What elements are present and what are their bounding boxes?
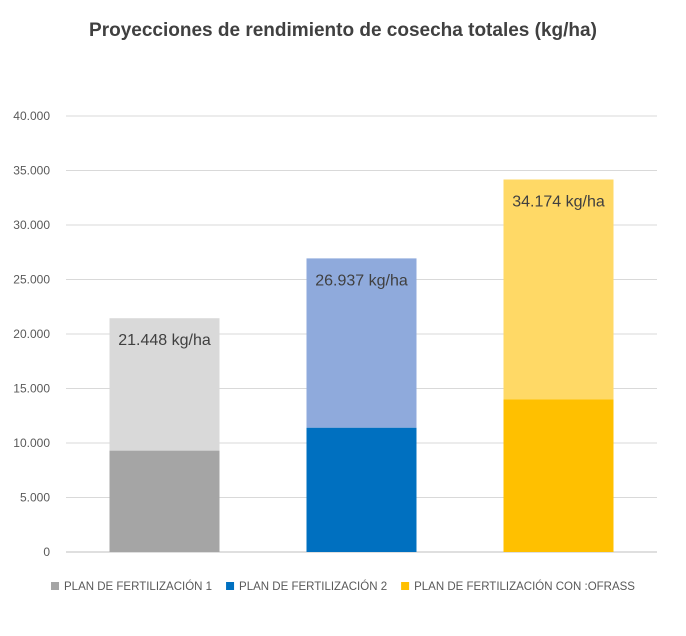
y-tick-label: 25.000 [13, 273, 50, 287]
bar-lower-segment [306, 427, 417, 552]
legend-swatch [401, 582, 410, 590]
bar-upper-segment [503, 179, 614, 400]
bar-lower-segment [109, 450, 220, 552]
bar-lower-segment [503, 399, 614, 552]
bar-upper-segment [306, 258, 417, 428]
legend-label: PLAN DE FERTILIZACIÓN CON :OFRASS [414, 580, 635, 593]
bars [109, 179, 614, 552]
bar-total-label: 26.937 kg/ha [315, 272, 408, 289]
y-axis-tick-labels: 0 5.000 10.000 15.000 20.000 25.000 30.000 35.0… [13, 109, 50, 559]
bar-total-label: 34.174 kg/ha [512, 194, 605, 211]
chart-title: Proyecciones de rendimiento de cosecha t… [89, 20, 597, 41]
y-tick-label: 10.000 [13, 436, 50, 450]
bar-total-label: 21.448 kg/ha [118, 332, 211, 349]
legend: PLAN DE FERTILIZACIÓN 1 PLAN DE FERTILIZA… [51, 580, 635, 593]
legend-label: PLAN DE FERTILIZACIÓN 2 [239, 580, 387, 593]
y-tick-label: 15.000 [13, 382, 50, 396]
data-labels: 21.448 kg/ha 26.937 kg/ha 34.174 kg/ha [118, 194, 605, 350]
bar-upper-segment [109, 318, 220, 451]
y-tick-label: 5.000 [20, 491, 50, 505]
legend-swatch [51, 582, 60, 590]
y-tick-label: 35.000 [13, 164, 50, 178]
y-tick-label: 40.000 [13, 109, 50, 123]
legend-swatch [226, 582, 235, 590]
legend-label: PLAN DE FERTILIZACIÓN 1 [64, 580, 212, 593]
y-tick-label: 30.000 [13, 218, 50, 232]
y-tick-label: 20.000 [13, 327, 50, 341]
y-tick-label: 0 [43, 545, 50, 559]
